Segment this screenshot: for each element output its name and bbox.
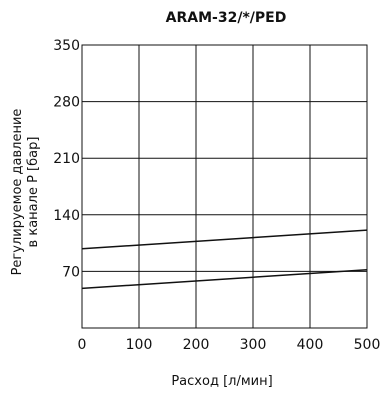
plot-frame — [81, 44, 368, 329]
y-tick-label-70: 70 — [62, 264, 80, 280]
y-tick-label-350: 350 — [53, 38, 80, 54]
y-tick-label-210: 210 — [53, 151, 80, 167]
y-axis-label-line-1: Регулируемое давление — [10, 109, 25, 276]
x-axis-label: Расход [л/мин] — [171, 374, 272, 389]
grid — [82, 45, 367, 328]
x-tick-label-400: 400 — [297, 337, 324, 353]
x-tick-labels: 0 100 200 300 400 500 — [78, 337, 381, 353]
y-axis-label: Регулируемое давление в канале P [бар] — [10, 109, 41, 276]
x-tick-label-200: 200 — [183, 337, 210, 353]
chart-title: ARAM-32/*/PED — [166, 10, 287, 26]
y-tick-labels: 70 140 210 280 350 — [53, 38, 80, 280]
x-tick-label-500: 500 — [354, 337, 381, 353]
y-axis-label-line-2: в канале P [бар] — [26, 137, 41, 248]
series-line-1 — [81, 229, 368, 250]
y-tick-label-140: 140 — [53, 208, 80, 224]
x-tick-label-300: 300 — [240, 337, 267, 353]
series-layer — [81, 229, 368, 290]
x-tick-label-100: 100 — [126, 337, 153, 353]
y-tick-label-280: 280 — [53, 95, 80, 111]
x-tick-label-0: 0 — [78, 337, 87, 353]
series-line-2 — [81, 269, 368, 290]
